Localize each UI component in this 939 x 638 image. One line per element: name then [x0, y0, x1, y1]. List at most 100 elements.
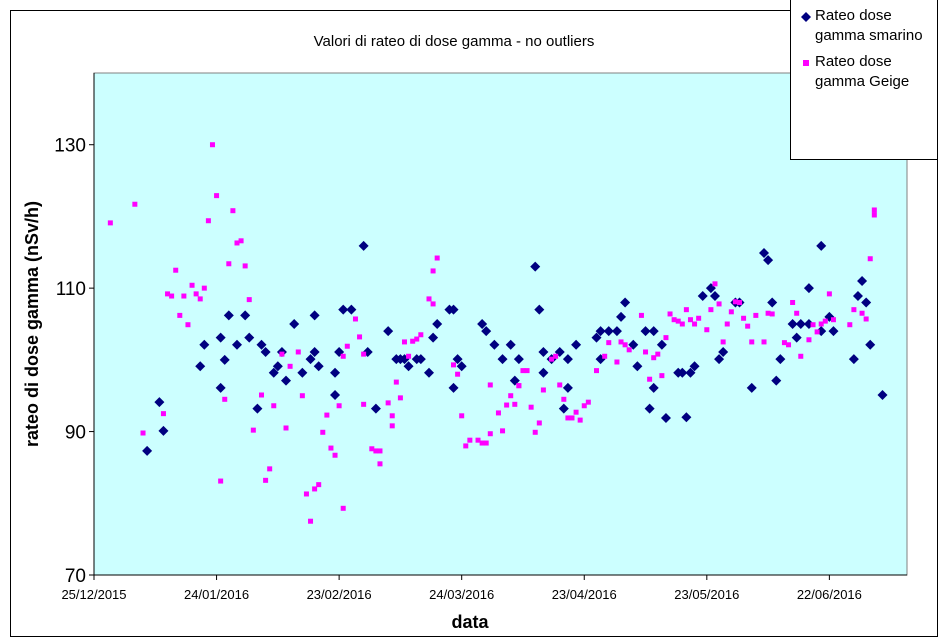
- point: [320, 429, 326, 435]
- point: [256, 339, 267, 350]
- point: [557, 382, 563, 388]
- point: [287, 363, 293, 369]
- point: [263, 477, 269, 483]
- point: [238, 238, 244, 244]
- point: [745, 323, 751, 329]
- point: [185, 322, 191, 328]
- point: [769, 311, 775, 317]
- point: [218, 478, 224, 484]
- point: [538, 367, 549, 378]
- point: [714, 354, 725, 365]
- plot-area: [93, 72, 908, 576]
- point: [538, 346, 549, 357]
- y-tick-label: 130: [54, 136, 86, 157]
- point: [477, 319, 488, 329]
- point: [332, 452, 338, 458]
- point: [595, 326, 606, 337]
- point: [763, 255, 774, 266]
- point: [859, 310, 865, 316]
- point: [765, 310, 771, 316]
- point: [648, 326, 659, 337]
- point: [295, 349, 301, 355]
- point: [534, 304, 545, 315]
- point: [448, 382, 459, 393]
- point: [571, 339, 582, 350]
- point: [795, 319, 806, 329]
- x-tick-label: 24/01/2016: [184, 587, 249, 602]
- point: [736, 299, 742, 305]
- point: [516, 383, 522, 389]
- point: [352, 316, 358, 322]
- x-tick-label: 23/05/2016: [674, 587, 739, 602]
- point: [199, 339, 210, 350]
- point: [724, 321, 730, 327]
- point: [771, 375, 782, 386]
- point: [271, 403, 277, 409]
- point: [406, 353, 412, 359]
- point: [704, 327, 710, 333]
- point: [132, 201, 138, 207]
- point: [209, 142, 215, 148]
- point: [553, 353, 559, 359]
- point: [585, 399, 591, 405]
- point: [193, 291, 199, 297]
- point: [591, 332, 602, 343]
- point: [219, 354, 230, 365]
- point: [857, 275, 868, 286]
- point: [305, 354, 316, 365]
- chart-title: Valori di rateo di dose gamma - no outli…: [314, 33, 595, 50]
- point: [181, 293, 187, 299]
- point: [338, 304, 349, 315]
- point: [806, 337, 812, 343]
- legend: Rateo dose gamma smarino Rateo dose gamma…: [790, 0, 938, 160]
- point: [424, 367, 435, 378]
- point: [767, 297, 778, 308]
- point: [497, 354, 508, 365]
- legend-shape: [803, 60, 809, 66]
- point: [246, 297, 252, 303]
- point: [455, 371, 461, 377]
- point: [215, 332, 226, 343]
- point: [308, 518, 314, 524]
- point: [720, 339, 726, 345]
- point: [656, 339, 667, 350]
- point: [644, 403, 655, 414]
- point: [173, 267, 179, 273]
- point: [414, 336, 420, 342]
- point: [240, 310, 251, 321]
- point: [448, 304, 459, 315]
- point: [863, 316, 869, 322]
- point: [312, 486, 318, 492]
- point: [344, 343, 350, 349]
- point: [851, 307, 857, 313]
- point: [647, 376, 653, 382]
- point: [536, 420, 542, 426]
- point: [520, 368, 526, 374]
- point: [361, 401, 367, 407]
- point: [696, 315, 702, 321]
- legend-marker: [803, 60, 809, 66]
- point: [651, 355, 657, 361]
- point: [252, 403, 263, 414]
- point: [786, 342, 792, 348]
- point: [289, 319, 300, 329]
- point: [616, 311, 627, 322]
- point: [781, 340, 787, 346]
- point: [369, 446, 375, 452]
- point: [530, 261, 541, 272]
- point: [434, 255, 440, 261]
- point: [346, 304, 357, 315]
- point: [663, 335, 669, 341]
- point: [681, 412, 692, 423]
- point: [389, 413, 395, 419]
- point: [230, 208, 236, 214]
- point: [283, 425, 289, 431]
- point: [451, 362, 457, 368]
- point: [259, 392, 265, 398]
- point: [403, 361, 414, 372]
- point: [222, 396, 228, 402]
- point: [357, 334, 363, 340]
- point: [377, 448, 383, 454]
- point: [606, 340, 612, 346]
